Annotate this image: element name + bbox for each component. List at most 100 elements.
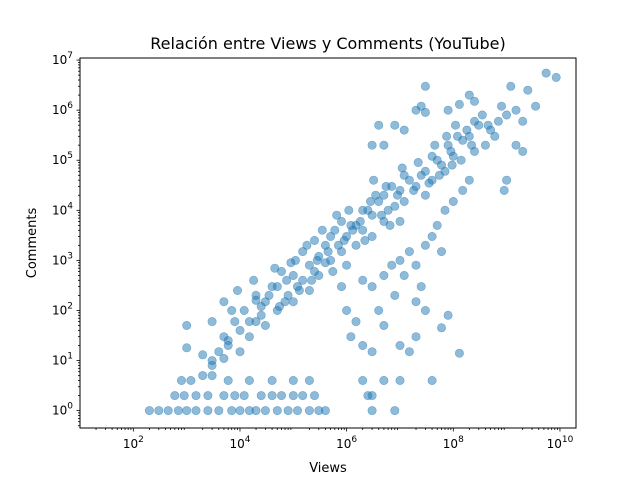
data-point (282, 275, 292, 285)
data-point (480, 140, 490, 150)
data-point (251, 290, 261, 300)
data-point (304, 260, 314, 270)
data-point (330, 225, 340, 235)
data-point (462, 125, 472, 135)
data-point (452, 131, 462, 141)
data-point (454, 99, 464, 109)
x-tick-label: 108 (443, 435, 464, 451)
data-point (390, 406, 400, 416)
y-tick-label: 103 (52, 251, 73, 267)
data-point (496, 101, 506, 111)
data-point (427, 151, 437, 161)
data-point (454, 348, 464, 358)
data-point (416, 282, 426, 292)
data-point (267, 391, 277, 401)
data-point (420, 190, 430, 200)
data-point (251, 406, 261, 416)
data-point (379, 270, 389, 280)
points-layer (144, 68, 561, 416)
data-point (219, 391, 229, 401)
data-point (427, 232, 437, 242)
data-point (191, 391, 201, 401)
data-point (260, 320, 270, 330)
data-point (416, 101, 426, 111)
data-point (274, 301, 284, 311)
data-point (383, 205, 393, 215)
data-point (304, 375, 314, 385)
chart-title: Relación entre Views y Comments (YouTube… (150, 34, 505, 53)
data-point (170, 391, 180, 401)
data-point (450, 120, 460, 130)
y-tick-label: 107 (52, 51, 73, 67)
data-point (456, 155, 466, 165)
data-point (390, 201, 400, 211)
data-point (182, 406, 192, 416)
data-point (404, 247, 414, 257)
data-point (424, 178, 434, 188)
data-point (376, 210, 386, 220)
data-point (179, 391, 189, 401)
data-point (249, 275, 259, 285)
data-point (317, 225, 327, 235)
data-point (198, 350, 208, 360)
data-point (464, 175, 474, 185)
data-point (230, 391, 240, 401)
data-point (302, 240, 312, 250)
data-point (351, 317, 361, 327)
data-point (336, 247, 346, 257)
data-point (416, 170, 426, 180)
y-tick-label: 100 (52, 402, 73, 418)
data-point (436, 247, 446, 257)
data-point (207, 371, 217, 381)
data-point (367, 391, 377, 401)
data-point (367, 347, 377, 357)
y-tick-label: 106 (52, 101, 73, 117)
data-point (395, 375, 405, 385)
data-point (355, 216, 365, 226)
data-point (523, 85, 533, 95)
data-point (342, 305, 352, 315)
data-point (283, 406, 293, 416)
data-point (233, 285, 243, 295)
data-point (469, 116, 479, 126)
data-point (288, 270, 298, 280)
x-tick-label: 104 (229, 435, 250, 451)
data-point (348, 225, 358, 235)
data-point (392, 190, 402, 200)
data-point (339, 236, 349, 246)
data-point (511, 105, 521, 115)
data-point (298, 275, 308, 285)
data-point (420, 81, 430, 91)
x-axis-label: Views (309, 461, 347, 476)
data-point (440, 205, 450, 215)
y-axis-label: Comments (25, 208, 40, 279)
data-point (367, 282, 377, 292)
data-point (342, 260, 352, 270)
data-point (518, 116, 528, 126)
data-point (267, 375, 277, 385)
data-point (203, 391, 213, 401)
data-point (502, 175, 512, 185)
data-point (443, 310, 453, 320)
data-point (399, 125, 409, 135)
data-point (344, 205, 354, 215)
data-point (214, 406, 224, 416)
data-point (309, 266, 319, 276)
data-point (360, 236, 370, 246)
data-point (379, 190, 389, 200)
data-point (387, 260, 397, 270)
data-point (320, 406, 330, 416)
data-point (244, 332, 254, 342)
data-point (309, 236, 319, 246)
data-point (270, 263, 280, 273)
data-point (309, 391, 319, 401)
data-point (432, 220, 442, 230)
data-point (304, 406, 314, 416)
data-point (288, 391, 298, 401)
data-point (443, 105, 453, 115)
data-point (227, 305, 237, 315)
data-point (420, 305, 430, 315)
data-point (411, 332, 421, 342)
data-point (390, 290, 400, 300)
x-tick-label: 106 (336, 435, 357, 451)
